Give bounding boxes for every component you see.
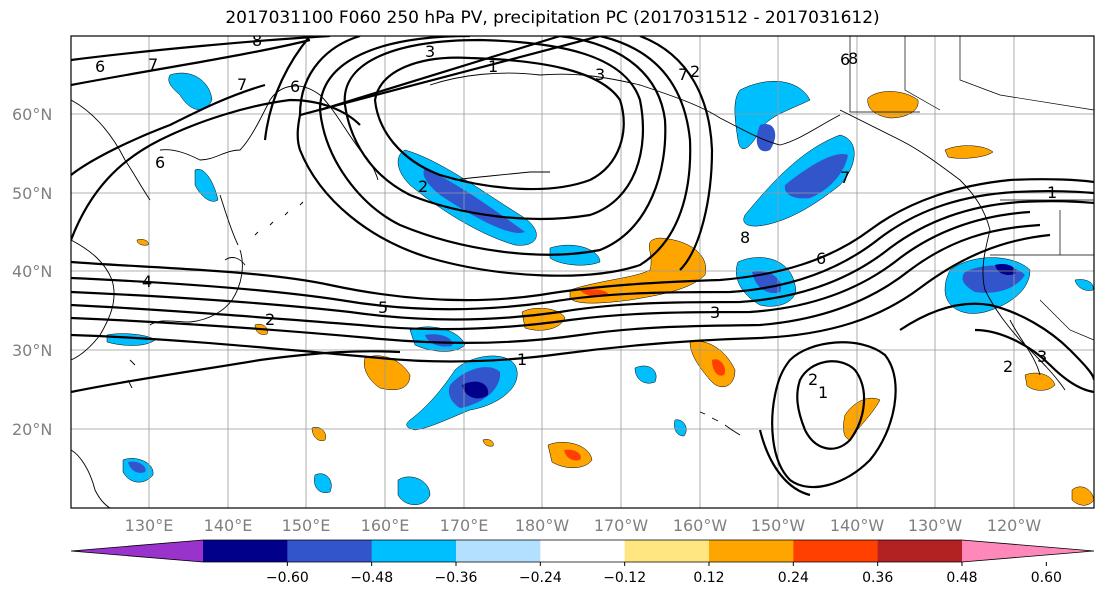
contour-label: 4: [142, 272, 152, 291]
colorbar-tick-label: −0.24: [519, 570, 562, 586]
colorbar-outline: [70, 539, 1095, 563]
lon-label: 140°W: [830, 516, 885, 535]
contour-label: 3: [425, 42, 435, 61]
lon-label: 180°W: [515, 516, 570, 535]
pv-contours: [71, 36, 1094, 497]
lat-label: 30°N: [12, 341, 52, 360]
colorbar-segment: [877, 540, 963, 562]
gridlines: [71, 36, 1094, 508]
colorbar-segment: [540, 540, 626, 562]
colorbar-tick-label: −0.12: [603, 570, 646, 586]
contour-label: 2: [690, 62, 700, 81]
contour-label: 8: [740, 228, 750, 247]
contour-labels: 6 7 7 8 6 3 1 3 7 6 6 8 7 1 6 4 5 2 3 1 …: [95, 31, 1057, 402]
colorbar-segment: [287, 540, 373, 562]
contour-label: 1: [517, 350, 527, 369]
latitude-labels: 60°N 50°N 40°N 30°N 20°N: [12, 105, 52, 439]
contour-label: 1: [1047, 183, 1057, 202]
borders: [849, 36, 1094, 341]
contour-label: 6: [95, 57, 105, 76]
lon-label: 150°E: [282, 516, 331, 535]
contour-label: 3: [1037, 347, 1047, 366]
lon-label: 170°W: [594, 516, 649, 535]
colorbar-tick-label: 0.12: [693, 570, 724, 586]
colorbar-tick-label: 0.48: [946, 570, 977, 586]
contour-label: 6: [290, 77, 300, 96]
colorbar-segment: [624, 540, 710, 562]
colorbar-segment: [793, 540, 879, 562]
contour-label: 7: [678, 65, 688, 84]
map-title: 2017031100 F060 250 hPa PV, precipitatio…: [225, 8, 880, 28]
colorbar-tick-label: −0.60: [266, 570, 309, 586]
contour-label: 7: [237, 75, 247, 94]
contour-label: 6: [155, 153, 165, 172]
contour-label: 8: [848, 49, 858, 68]
colorbar: −0.60 −0.48 −0.36 −0.24 −0.12 0.12 0.24 0.36 0.4…: [70, 539, 1095, 586]
lon-label: 160°W: [673, 516, 728, 535]
contour-label: 7: [840, 168, 850, 187]
contour-label: 7: [148, 55, 158, 74]
longitude-labels: 130°E 140°E 150°E 160°E 170°E 180°W 170°…: [125, 516, 1042, 535]
lon-label: 160°E: [361, 516, 410, 535]
contour-label: 2: [265, 310, 275, 329]
lon-label: 130°E: [125, 516, 174, 535]
colorbar-tick-label: 0.60: [1031, 570, 1062, 586]
colorbar-tick-label: 0.36: [862, 570, 893, 586]
lon-label: 120°W: [987, 516, 1042, 535]
colorbar-extend-high: [962, 540, 1094, 562]
colorbar-segment: [371, 540, 457, 562]
contour-label: 2: [808, 370, 818, 389]
colorbar-tick-label: −0.48: [350, 570, 393, 586]
lat-label: 60°N: [12, 105, 52, 124]
lat-label: 50°N: [12, 184, 52, 203]
contour-label: 2: [1003, 357, 1013, 376]
lon-label: 140°E: [204, 516, 253, 535]
colorbar-tick-label: −0.36: [435, 570, 478, 586]
contour-label: 3: [710, 303, 720, 322]
contour-label: 3: [595, 65, 605, 84]
contour-label: 1: [818, 383, 828, 402]
lon-label: 150°W: [751, 516, 806, 535]
contour-label: 2: [418, 177, 428, 196]
colorbar-segment: [203, 540, 288, 562]
colorbar-extend-low: [71, 540, 203, 562]
contour-label: 8: [252, 31, 262, 50]
lon-label: 170°E: [440, 516, 489, 535]
contour-label: 1: [488, 57, 498, 76]
lon-label: 130°W: [908, 516, 963, 535]
contour-label: 6: [840, 50, 850, 69]
lat-label: 40°N: [12, 262, 52, 281]
colorbar-segment: [709, 540, 794, 562]
lat-label: 20°N: [12, 420, 52, 439]
colorbar-segment: [456, 540, 541, 562]
map-frame: [70, 35, 1095, 509]
contour-label: 5: [378, 298, 388, 317]
colorbar-tick-label: 0.24: [778, 570, 809, 586]
contour-label: 6: [816, 249, 826, 268]
